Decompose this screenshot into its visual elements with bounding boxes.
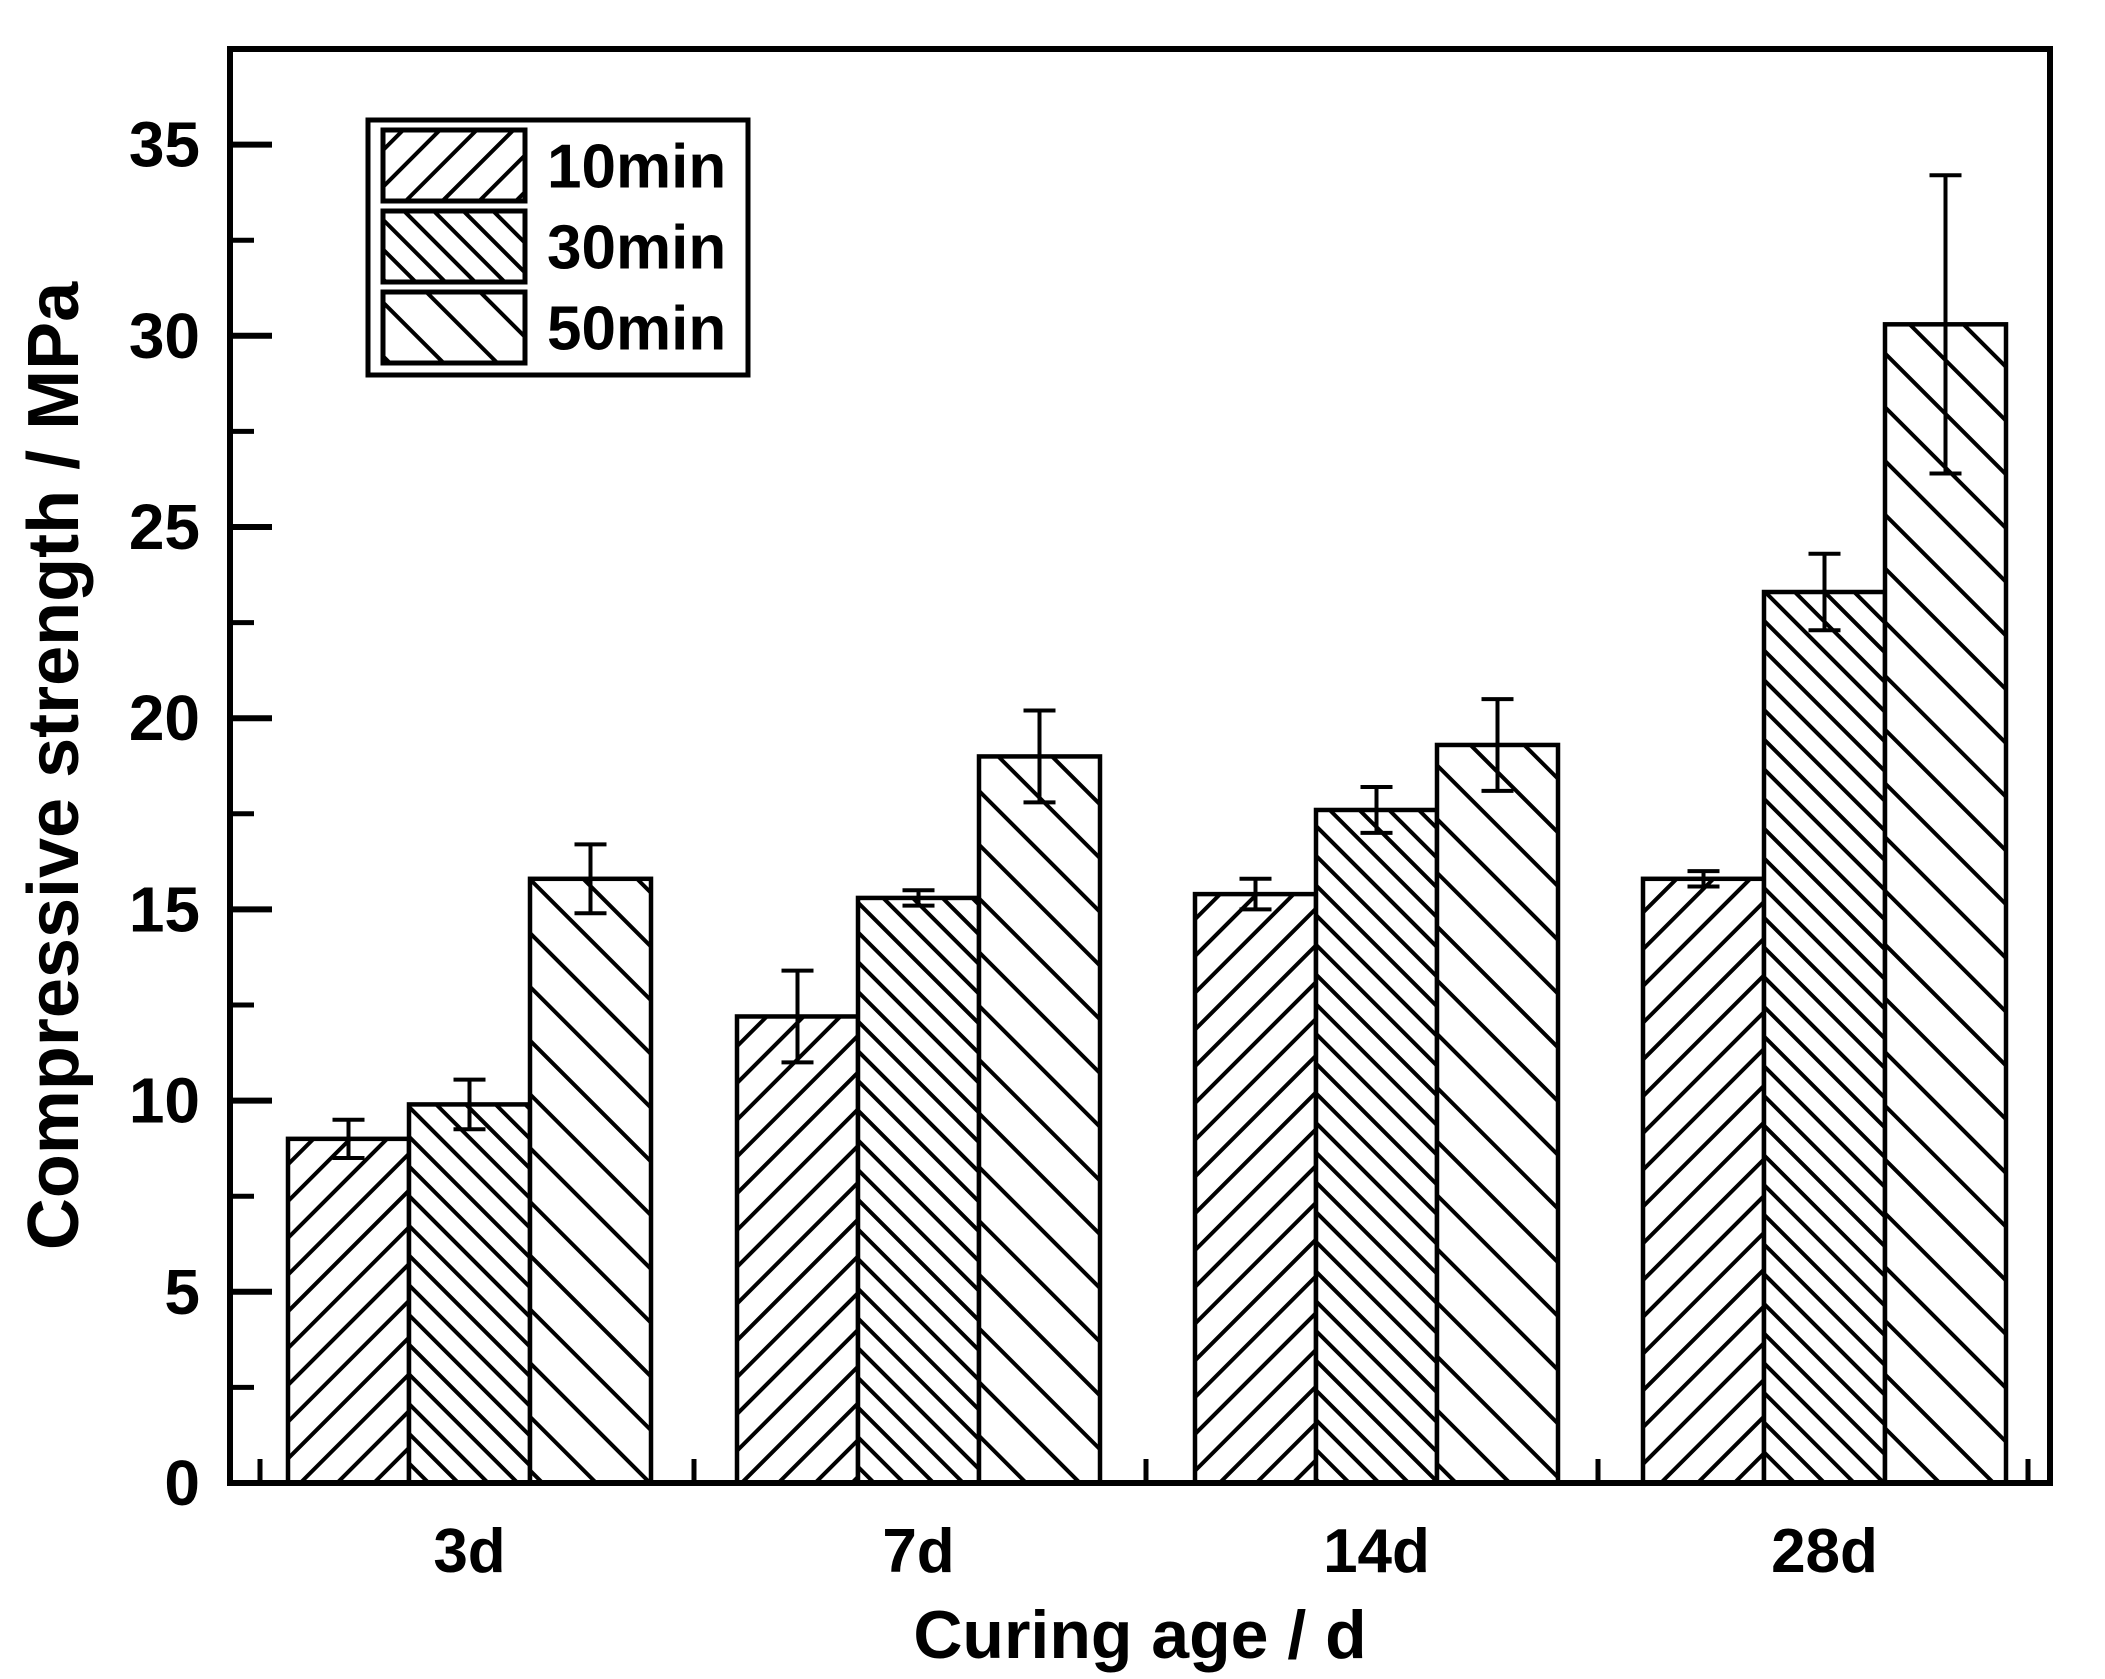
- legend-swatch-10min: [380, 127, 528, 204]
- error-bar-10min-14d: [1239, 876, 1272, 912]
- y-axis-title: Compressive strength / MPa: [14, 281, 94, 1250]
- bar-50min-28d: [1882, 322, 2009, 1486]
- bar-30min-7d: [855, 895, 982, 1486]
- y-tick-label: 0: [164, 1447, 200, 1519]
- bar-30min-3d: [406, 1102, 533, 1486]
- x-axis-title: Curing age / d: [913, 1597, 1366, 1673]
- error-bar-10min-28d: [1687, 869, 1720, 889]
- bar-10min-3d: [285, 1136, 412, 1486]
- legend-label-30min: 30min: [547, 214, 726, 283]
- plot-frame: [227, 46, 2053, 1486]
- error-bar-50min-3d: [574, 842, 607, 916]
- legend-swatch-50min: [380, 289, 528, 366]
- bar-50min-7d: [976, 754, 1103, 1486]
- legend-label-10min: 10min: [547, 133, 726, 202]
- y-tick-label: 35: [129, 109, 200, 181]
- error-bar-10min-7d: [781, 968, 814, 1065]
- error-bar-30min-14d: [1360, 785, 1393, 835]
- error-bar-50min-28d: [1929, 173, 1962, 476]
- y-tick-label: 25: [129, 491, 200, 563]
- y-tick-label: 30: [129, 300, 200, 372]
- y-tick-label: 20: [129, 682, 200, 754]
- bar-50min-3d: [527, 876, 654, 1486]
- error-bar-30min-7d: [902, 888, 935, 908]
- bar-30min-28d: [1761, 589, 1888, 1486]
- bar-50min-14d: [1434, 742, 1561, 1486]
- legend-swatch-30min: [380, 208, 528, 285]
- bar-30min-14d: [1313, 807, 1440, 1486]
- y-tick-label: 10: [129, 1065, 200, 1137]
- x-category-label-7d: 7d: [882, 1517, 954, 1586]
- error-bar-50min-7d: [1023, 708, 1056, 805]
- error-bar-50min-14d: [1481, 697, 1514, 793]
- y-tick-label: 5: [164, 1256, 200, 1328]
- x-category-label-28d: 28d: [1771, 1517, 1878, 1586]
- plot-area: 0 5 10 15 20 25 30 35 3d 7d 14d 28d 10min 30min 50min: [129, 46, 2053, 1586]
- legend-label-50min: 50min: [547, 295, 726, 364]
- legend: 10min 30min 50min: [365, 117, 751, 378]
- error-bar-10min-3d: [332, 1117, 365, 1160]
- bar-10min-7d: [734, 1014, 861, 1486]
- x-category-label-14d: 14d: [1323, 1517, 1430, 1586]
- bar-10min-14d: [1192, 891, 1319, 1486]
- x-category-label-3d: 3d: [433, 1517, 505, 1586]
- y-tick-label: 15: [129, 873, 200, 945]
- error-bar-30min-3d: [453, 1077, 486, 1132]
- bar-10min-28d: [1640, 876, 1767, 1486]
- error-bar-30min-28d: [1808, 551, 1841, 633]
